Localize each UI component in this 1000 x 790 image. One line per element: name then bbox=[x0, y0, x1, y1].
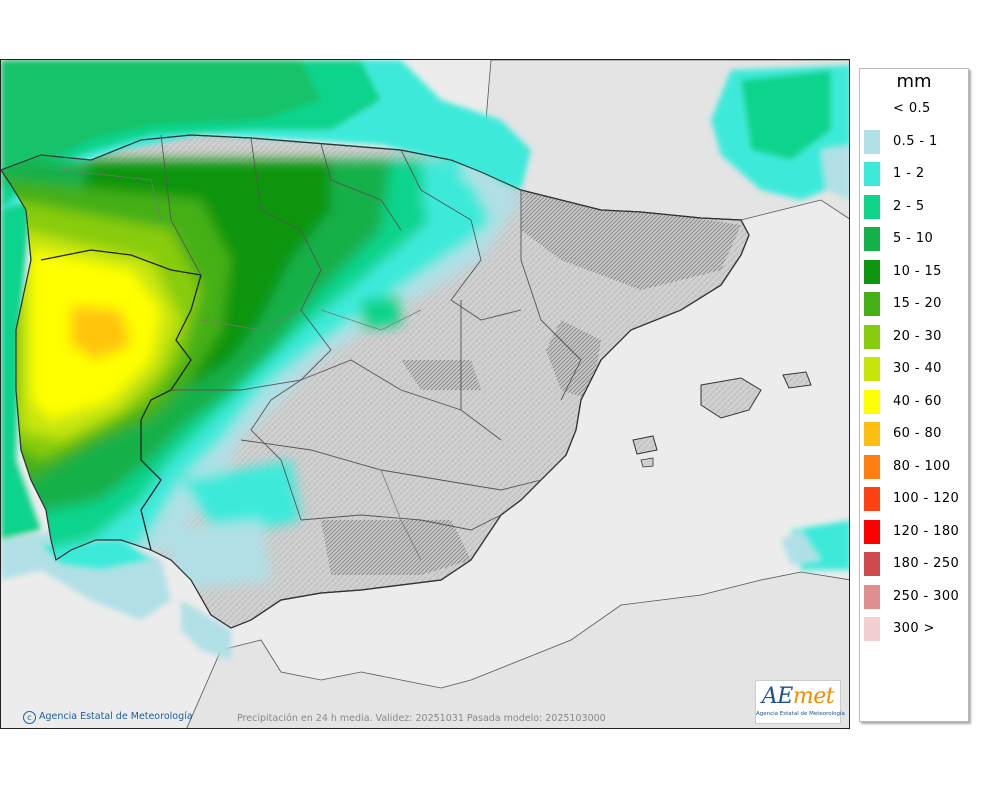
legend-label: 5 - 10 bbox=[893, 231, 934, 246]
legend-swatch bbox=[864, 552, 880, 576]
legend-unit: mm bbox=[896, 71, 932, 92]
legend-item: 100 - 120 bbox=[864, 487, 966, 511]
legend-label: < 0.5 bbox=[893, 101, 931, 116]
legend-swatch bbox=[864, 129, 880, 154]
copyright-icon: c bbox=[23, 711, 36, 724]
legend-swatch bbox=[864, 422, 880, 446]
logo-word-right: met bbox=[792, 684, 835, 709]
legend-label: 300 > bbox=[893, 621, 935, 636]
copyright-text: Agencia Estatal de Meteorología bbox=[39, 711, 193, 722]
map-canvas bbox=[1, 60, 849, 728]
legend-item: 0.5 - 1 bbox=[864, 129, 966, 154]
legend-swatch bbox=[864, 389, 880, 414]
logo-word-left: AE bbox=[761, 684, 793, 709]
legend-label: 10 - 15 bbox=[893, 263, 942, 279]
legend-item: 80 - 100 bbox=[864, 454, 966, 479]
legend-item: 30 - 40 bbox=[864, 357, 966, 381]
balearic-islands bbox=[632, 371, 812, 468]
copyright-notice: c Agencia Estatal de Meteorología bbox=[23, 711, 193, 724]
legend-swatch bbox=[864, 357, 880, 381]
legend-label: 2 - 5 bbox=[893, 198, 925, 214]
legend-label: 250 - 300 bbox=[893, 588, 960, 604]
legend-item: 1 - 2 bbox=[864, 162, 966, 186]
legend-label: 100 - 120 bbox=[893, 491, 960, 506]
legend-item: < 0.5 bbox=[864, 97, 966, 121]
legend-swatch bbox=[864, 292, 880, 316]
precip-land bbox=[1, 160, 521, 620]
legend-item: 20 - 30 bbox=[864, 324, 966, 349]
legend-swatch bbox=[864, 454, 880, 479]
precipitation-map: c Agencia Estatal de Meteorología Precipi… bbox=[0, 59, 850, 729]
legend-item: 250 - 300 bbox=[864, 584, 966, 609]
legend-label: 1 - 2 bbox=[893, 166, 925, 181]
legend-label: 15 - 20 bbox=[893, 296, 942, 311]
legend-label: 30 - 40 bbox=[893, 361, 942, 376]
africa-land bbox=[186, 571, 849, 728]
legend-swatch bbox=[864, 259, 880, 284]
legend-label: 0.5 - 1 bbox=[893, 133, 938, 149]
legend-item: 60 - 80 bbox=[864, 422, 966, 446]
legend-item: 120 - 180 bbox=[864, 519, 966, 544]
legend-label: 180 - 250 bbox=[893, 556, 960, 571]
precip-sea bbox=[1, 60, 849, 660]
legend-swatch bbox=[864, 227, 880, 251]
legend-item: 10 - 15 bbox=[864, 259, 966, 284]
logo-wordmark: AEmet bbox=[756, 684, 840, 710]
legend-swatch bbox=[864, 324, 880, 349]
legend-item: 2 - 5 bbox=[864, 194, 966, 219]
legend-item: 5 - 10 bbox=[864, 227, 966, 251]
legend-label: 120 - 180 bbox=[893, 523, 960, 539]
map-caption: Precipitación en 24 h media. Validez: 20… bbox=[237, 713, 606, 724]
legend-swatch bbox=[864, 584, 880, 609]
aemet-logo: AEmet Agencia Estatal de Meteorología bbox=[755, 680, 845, 724]
legend-label: 60 - 80 bbox=[893, 426, 942, 441]
legend-label: 20 - 30 bbox=[893, 328, 942, 344]
logo-subtitle: Agencia Estatal de Meteorología bbox=[756, 711, 845, 717]
legend-swatch bbox=[864, 519, 880, 544]
legend-item: 40 - 60 bbox=[864, 389, 966, 414]
legend-label: 80 - 100 bbox=[893, 458, 951, 474]
legend-swatch bbox=[864, 162, 880, 186]
precipitation-legend: mm < 0.5 0.5 - 1 1 - 2 2 - 5 5 - 10 10 - 15 15… bbox=[859, 68, 969, 722]
legend-swatch bbox=[864, 487, 880, 511]
legend-swatch bbox=[864, 617, 880, 641]
region-borders bbox=[1, 134, 750, 629]
legend-item: 15 - 20 bbox=[864, 292, 966, 316]
legend-item: 300 > bbox=[864, 617, 966, 641]
legend-swatch bbox=[864, 194, 880, 219]
legend-label: 40 - 60 bbox=[893, 393, 942, 409]
legend-item: 180 - 250 bbox=[864, 552, 966, 576]
